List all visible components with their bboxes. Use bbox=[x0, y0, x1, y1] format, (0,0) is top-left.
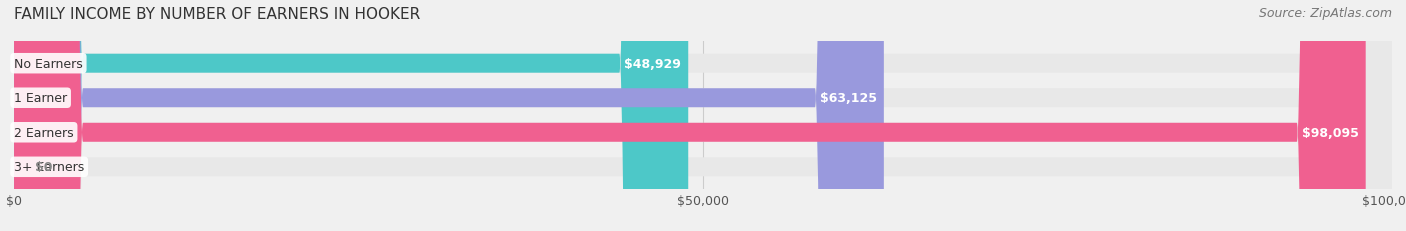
Text: No Earners: No Earners bbox=[14, 58, 83, 70]
Text: 1 Earner: 1 Earner bbox=[14, 92, 67, 105]
Text: FAMILY INCOME BY NUMBER OF EARNERS IN HOOKER: FAMILY INCOME BY NUMBER OF EARNERS IN HO… bbox=[14, 7, 420, 22]
Text: $98,095: $98,095 bbox=[1302, 126, 1358, 139]
Text: Source: ZipAtlas.com: Source: ZipAtlas.com bbox=[1258, 7, 1392, 20]
Text: $0: $0 bbox=[35, 161, 52, 173]
FancyBboxPatch shape bbox=[14, 0, 884, 231]
Text: 3+ Earners: 3+ Earners bbox=[14, 161, 84, 173]
Text: $63,125: $63,125 bbox=[820, 92, 877, 105]
FancyBboxPatch shape bbox=[14, 0, 1392, 231]
FancyBboxPatch shape bbox=[14, 0, 689, 231]
FancyBboxPatch shape bbox=[14, 0, 1392, 231]
Text: 2 Earners: 2 Earners bbox=[14, 126, 73, 139]
FancyBboxPatch shape bbox=[14, 0, 1365, 231]
Text: $48,929: $48,929 bbox=[624, 58, 682, 70]
FancyBboxPatch shape bbox=[14, 0, 1392, 231]
FancyBboxPatch shape bbox=[14, 0, 1392, 231]
